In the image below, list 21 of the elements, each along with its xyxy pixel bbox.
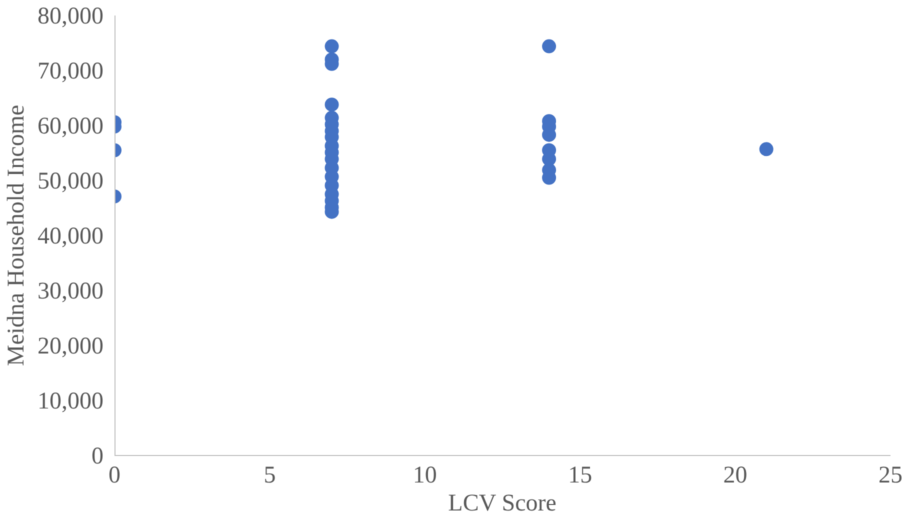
y-tick-label: 0 [92,444,104,470]
y-tick-label: 50,000 [38,168,104,194]
x-tick-label: 5 [264,462,276,488]
y-tick-label: 10,000 [38,388,104,414]
x-tick-label: 0 [108,462,120,488]
x-axis-title: LCV Score [448,490,556,516]
y-tick-label: 70,000 [38,58,104,84]
y-tick-label: 80,000 [38,4,104,30]
y-axis-title: Meidna Household Income [4,104,30,366]
point [324,98,339,112]
y-tick-label: 60,000 [38,114,104,140]
x-tick-label: 10 [412,462,437,488]
point [542,39,556,54]
x-tick-label: 20 [723,462,748,488]
x-tick-label: 15 [568,462,592,488]
x-tick-label: 25 [878,462,902,488]
point [759,142,774,156]
y-tick-label: 20,000 [38,334,104,360]
y-tick-label: 40,000 [38,224,104,250]
y-tick-label: 30,000 [38,278,104,304]
point [324,39,339,54]
